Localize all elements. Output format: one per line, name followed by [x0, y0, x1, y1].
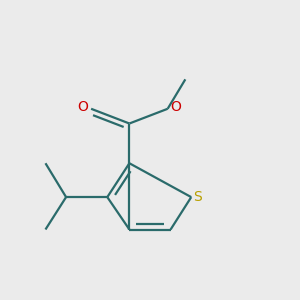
Text: S: S [193, 190, 202, 204]
Text: O: O [77, 100, 88, 114]
Text: O: O [170, 100, 181, 114]
